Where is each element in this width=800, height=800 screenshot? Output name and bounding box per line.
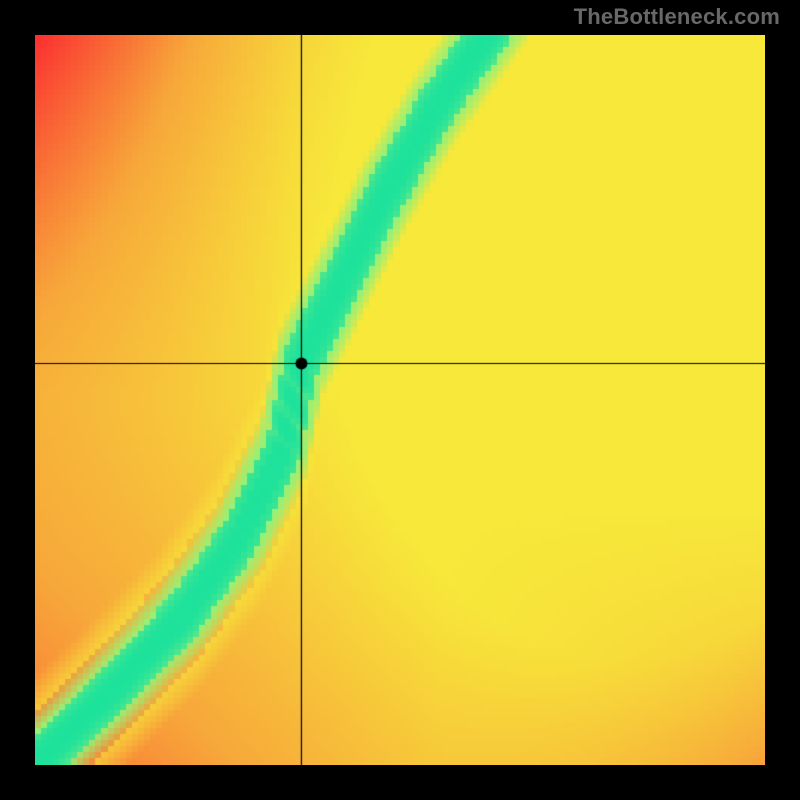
bottleneck-heatmap bbox=[35, 35, 765, 765]
chart-frame: TheBottleneck.com bbox=[0, 0, 800, 800]
watermark-text: TheBottleneck.com bbox=[574, 4, 780, 30]
plot-area bbox=[35, 35, 765, 765]
